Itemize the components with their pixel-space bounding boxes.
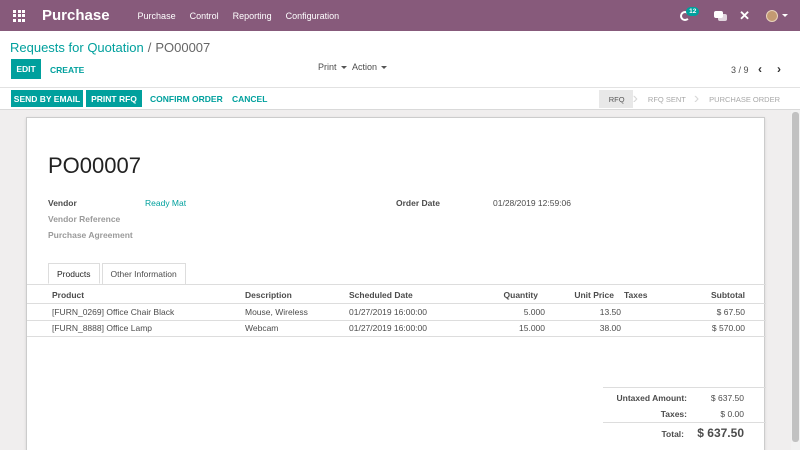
menu-item-reporting[interactable]: Reporting — [232, 10, 272, 21]
action-caret-icon — [381, 65, 388, 69]
stage-purchase-order[interactable]: PURCHASE ORDER — [709, 94, 780, 104]
taxes-value: $ 0.00 — [720, 409, 744, 419]
order-date-value: 01/28/2019 12:59:06 — [493, 198, 571, 208]
vendor-label: Vendor — [48, 198, 77, 208]
form-sheet: PO00007 Vendor Ready Mat Vendor Referenc… — [26, 117, 766, 450]
breadcrumb-current: PO00007 — [155, 40, 211, 55]
stage-rfq-sent[interactable]: RFQ SENT — [647, 94, 686, 104]
action-dropdown[interactable]: Action — [352, 62, 388, 72]
table-row-scheduled-date[interactable]: 01/27/2019 16:00:00 — [349, 307, 427, 317]
main-menu: Purchase Control Reporting Configuration — [138, 11, 354, 21]
form-statusbar: SEND BY EMAIL PRINT RFQ CONFIRM ORDER CA… — [0, 88, 800, 110]
stage-arrow-icon: › — [693, 90, 700, 107]
print-dropdown[interactable]: Print — [318, 62, 347, 72]
column-header-description[interactable]: Description — [245, 290, 292, 300]
total-value: $ 637.50 — [697, 426, 744, 440]
pager-previous-button[interactable]: ‹ — [758, 62, 762, 76]
table-row-scheduled-date[interactable]: 01/27/2019 16:00:00 — [349, 323, 427, 333]
untaxed-amount-label: Untaxed Amount: — [616, 393, 687, 403]
menu-item-control[interactable]: Control — [189, 10, 219, 21]
pager-value[interactable]: 3 / 9 — [731, 65, 749, 75]
breadcrumb-parent-link[interactable]: Requests for Quotation — [10, 40, 144, 55]
tab-other-information[interactable]: Other Information — [101, 263, 186, 284]
untaxed-amount-value: $ 637.50 — [710, 393, 744, 403]
totals-top-divider — [603, 387, 766, 388]
status-stages: RFQ › RFQ SENT › PURCHASE ORDER — [598, 90, 788, 108]
print-rfq-button[interactable]: PRINT RFQ — [86, 90, 142, 107]
print-dropdown-label: Print — [318, 62, 337, 72]
total-label: Total: — [661, 429, 684, 439]
tab-products[interactable]: Products — [48, 263, 100, 284]
order-name: PO00007 — [48, 153, 141, 178]
print-caret-icon — [340, 65, 347, 69]
chat-icon[interactable] — [714, 10, 728, 21]
table-row-subtotal: $ 67.50 — [716, 307, 745, 317]
top-navbar: Purchase Purchase Control Reporting Conf… — [0, 0, 800, 31]
form-tabs: Products Other Information — [48, 263, 188, 284]
edit-button[interactable]: EDIT — [11, 59, 41, 79]
create-button[interactable]: CREATE — [50, 65, 85, 75]
navbar-systray: 12 ✕ — [680, 0, 800, 31]
activity-icon[interactable]: 12 — [680, 6, 700, 22]
vendor-link[interactable]: Ready Mat — [145, 198, 187, 208]
table-row-subtotal: $ 570.00 — [711, 323, 745, 333]
table-row-quantity[interactable]: 5.000 — [523, 307, 545, 317]
cancel-button[interactable]: CANCEL — [232, 94, 268, 104]
vendor-reference-label: Vendor Reference — [48, 214, 121, 224]
table-row-quantity[interactable]: 15.000 — [519, 323, 545, 333]
tab-divider — [27, 284, 766, 285]
table-row-divider — [27, 320, 766, 321]
table-row-unit-price[interactable]: 13.50 — [599, 307, 621, 317]
menu-item-purchase[interactable]: Purchase — [137, 10, 176, 21]
table-row-product[interactable]: [FURN_8888] Office Lamp — [52, 323, 152, 333]
totals-divider — [603, 422, 766, 423]
menu-item-configuration[interactable]: Configuration — [285, 10, 340, 21]
table-row-description[interactable]: Webcam — [245, 323, 279, 333]
column-header-quantity[interactable]: Quantity — [503, 290, 538, 300]
apps-grid-icon[interactable] — [13, 9, 25, 22]
scrollbar-thumb[interactable] — [792, 112, 799, 442]
vertical-scrollbar[interactable] — [791, 110, 800, 450]
send-by-email-button[interactable]: SEND BY EMAIL — [11, 90, 83, 107]
column-header-subtotal[interactable]: Subtotal — [711, 290, 745, 300]
column-header-taxes[interactable]: Taxes — [624, 290, 648, 300]
table-row-product[interactable]: [FURN_0269] Office Chair Black — [52, 307, 175, 317]
purchase-agreement-label: Purchase Agreement — [48, 230, 133, 240]
user-menu-caret-icon[interactable] — [782, 14, 788, 17]
column-header-scheduled-date[interactable]: Scheduled Date — [349, 290, 413, 300]
table-row-divider — [27, 336, 766, 337]
table-row-unit-price[interactable]: 38.00 — [599, 323, 621, 333]
table-header-divider — [27, 303, 766, 304]
breadcrumb: Requests for Quotation / PO00007 — [10, 40, 210, 55]
order-date-label: Order Date — [396, 198, 440, 208]
control-panel: Requests for Quotation / PO00007 EDIT CREA… — [0, 31, 800, 88]
close-x-icon[interactable]: ✕ — [739, 7, 750, 23]
column-header-unit-price[interactable]: Unit Price — [574, 290, 614, 300]
confirm-order-button[interactable]: CONFIRM ORDER — [150, 94, 223, 104]
app-title[interactable]: Purchase — [42, 7, 110, 24]
pager-next-button[interactable]: › — [777, 62, 781, 76]
activity-count-badge: 12 — [686, 6, 700, 16]
stage-arrow-icon: › — [632, 90, 638, 107]
breadcrumb-separator: / — [147, 40, 152, 55]
action-dropdown-label: Action — [352, 62, 378, 72]
taxes-label: Taxes: — [660, 409, 687, 419]
column-header-product[interactable]: Product — [52, 290, 85, 300]
user-avatar[interactable] — [766, 9, 778, 22]
table-row-description[interactable]: Mouse, Wireless — [245, 307, 308, 317]
stage-rfq[interactable]: RFQ — [598, 90, 633, 108]
